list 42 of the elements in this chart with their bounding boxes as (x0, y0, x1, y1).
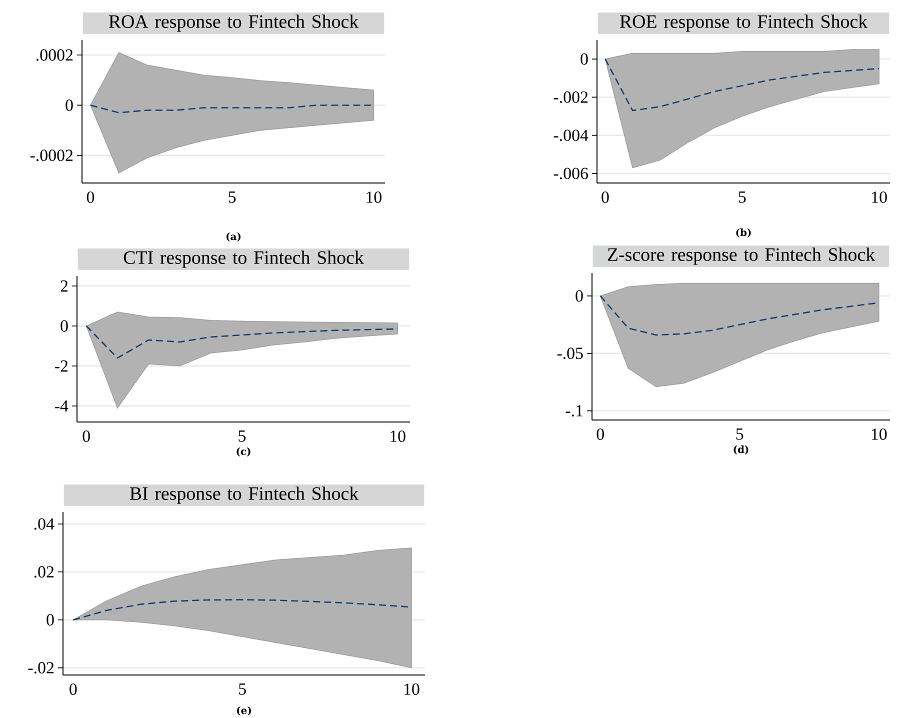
text: (a) (226, 232, 240, 242)
y-tick-label: .02 (34, 566, 54, 578)
x-tick-label: 10 (366, 192, 382, 203)
x-tick-label: 5 (736, 428, 744, 440)
y-tick-label: .0002 (36, 49, 73, 61)
y-tick-label: -.05 (557, 348, 583, 360)
y-tick-label: -.004 (554, 130, 588, 142)
chart-title: Z-score response to Fintech Shock (608, 248, 876, 265)
x-tick-label: 0 (602, 192, 609, 203)
y-tick-label: 0 (60, 320, 68, 332)
y-tick-label: 0 (580, 53, 588, 65)
x-tick-label: 5 (228, 192, 236, 203)
x-tick-label: 5 (238, 430, 246, 442)
text: (d) (734, 445, 748, 455)
x-tick-label: 0 (82, 430, 90, 442)
y-tick-label: -2 (55, 360, 68, 372)
y-tick-label: -.02 (28, 662, 54, 674)
y-tick-label: -.1 (566, 405, 582, 416)
text: (b) (736, 228, 751, 238)
y-tick-label: -4 (55, 400, 68, 412)
y-tick-label: 2 (60, 280, 68, 292)
x-tick-label: 10 (404, 684, 420, 695)
text: (e) (237, 706, 251, 716)
y-tick-label: 0 (46, 614, 54, 626)
x-tick-label: 0 (86, 192, 94, 203)
x-tick-label: 10 (872, 428, 887, 440)
y-tick-label: 0 (66, 99, 73, 111)
chart-title: CTI response to Fintech Shock (124, 250, 364, 268)
x-tick-label: 10 (872, 192, 887, 203)
chart-title: ROA response to Fintech Shock (108, 14, 359, 32)
y-tick-label: -.002 (554, 91, 588, 103)
y-tick-label: .04 (34, 518, 54, 530)
x-tick-label: 5 (738, 192, 746, 203)
x-tick-label: 10 (390, 430, 406, 442)
y-tick-label: -.0002 (30, 150, 73, 162)
y-tick-label: 0 (576, 290, 583, 302)
x-tick-label: 0 (596, 428, 604, 440)
chart-title: BI response to Fintech Shock (130, 486, 359, 504)
chart-title: ROE response to Fintech Shock (620, 14, 868, 32)
x-tick-label: 5 (239, 684, 246, 695)
y-tick-label: -.006 (554, 168, 588, 180)
text: (c) (236, 447, 250, 457)
